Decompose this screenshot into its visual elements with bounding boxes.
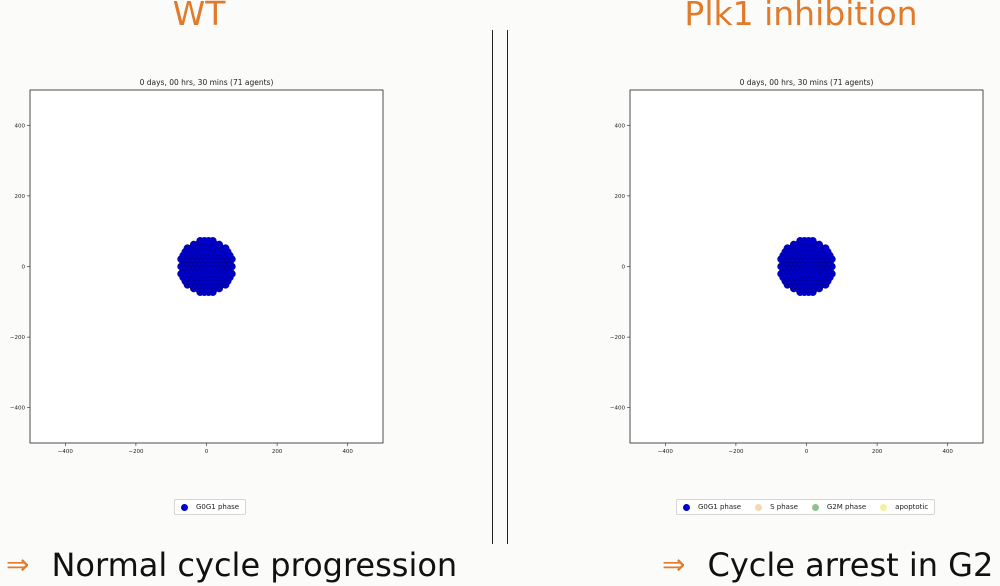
plk1-caption-text: Cycle arrest in G2 xyxy=(707,546,994,584)
plk1-legend: G0G1 phase S phase G2M phase apoptotic xyxy=(676,499,936,515)
legend-item: S phase xyxy=(755,503,798,511)
plk1-caption: ⇒ Cycle arrest in G2 xyxy=(662,546,993,584)
chart-title: 0 days, 00 hrs, 30 mins (71 agents) xyxy=(740,78,874,87)
wt-scatter-plot: 0 days, 00 hrs, 30 mins (71 agents) −400 −… xyxy=(10,78,384,455)
cell-agent xyxy=(221,244,230,252)
y-tick-label: −400 xyxy=(610,406,626,412)
y-tick-label: 0 xyxy=(22,265,26,271)
x-tick-label: −400 xyxy=(658,449,674,455)
legend-label: G0G1 phase xyxy=(698,503,742,511)
divider-line xyxy=(507,30,508,544)
cell-agent xyxy=(215,240,224,249)
legend-marker-icon xyxy=(811,503,819,511)
x-tick-label: 400 xyxy=(342,449,353,455)
cell-agent xyxy=(815,240,824,249)
y-tick-label: 200 xyxy=(615,194,626,200)
x-tick-label: 0 xyxy=(205,449,209,455)
cell-cluster xyxy=(177,237,236,296)
legend-label: S phase xyxy=(770,503,798,511)
y-tick-label: −200 xyxy=(610,335,626,341)
y-tick-label: −400 xyxy=(10,406,26,412)
plk1-scatter-plot: 0 days, 00 hrs, 30 mins (71 agents) −400 −… xyxy=(610,78,984,455)
y-tick-label: 0 xyxy=(622,265,626,271)
x-tick-label: −200 xyxy=(728,449,744,455)
cell-agent xyxy=(821,244,830,252)
x-tick-label: 200 xyxy=(872,449,883,455)
cell-cluster xyxy=(777,237,836,296)
legend-label: apoptotic xyxy=(895,503,929,511)
implies-arrow-icon: ⇒ xyxy=(6,548,30,581)
implies-arrow-icon: ⇒ xyxy=(662,548,686,581)
divider-line xyxy=(492,30,493,544)
chart-title: 0 days, 00 hrs, 30 mins (71 agents) xyxy=(140,78,274,87)
wt-caption: ⇒ Normal cycle progression xyxy=(6,546,457,584)
legend-marker-icon xyxy=(755,503,763,511)
legend-item: G0G1 phase xyxy=(181,503,239,511)
cell-agent xyxy=(809,237,817,245)
legend-item: G2M phase xyxy=(811,503,867,511)
y-tick-label: 200 xyxy=(15,194,26,200)
y-tick-label: 400 xyxy=(15,123,26,129)
x-tick-label: 200 xyxy=(272,449,283,455)
legend-marker-icon xyxy=(181,503,188,511)
x-tick-label: 400 xyxy=(942,449,953,455)
x-tick-label: −400 xyxy=(58,449,74,455)
y-tick-label: 400 xyxy=(615,123,626,129)
legend-item: G0G1 phase xyxy=(683,503,741,511)
wt-caption-text: Normal cycle progression xyxy=(51,546,458,584)
wt-title: WT xyxy=(172,0,226,33)
legend-marker-icon xyxy=(683,503,690,511)
plk1-inhibition-title: Plk1 inhibition xyxy=(684,0,918,33)
legend-marker-icon xyxy=(880,503,888,511)
legend-item: apoptotic xyxy=(880,503,928,511)
x-tick-label: 0 xyxy=(805,449,809,455)
wt-legend: G0G1 phase xyxy=(174,499,247,515)
y-tick-label: −200 xyxy=(10,335,26,341)
legend-label: G2M phase xyxy=(826,503,867,511)
legend-label: G0G1 phase xyxy=(196,503,240,511)
x-tick-label: −200 xyxy=(128,449,144,455)
cell-agent xyxy=(209,237,217,245)
